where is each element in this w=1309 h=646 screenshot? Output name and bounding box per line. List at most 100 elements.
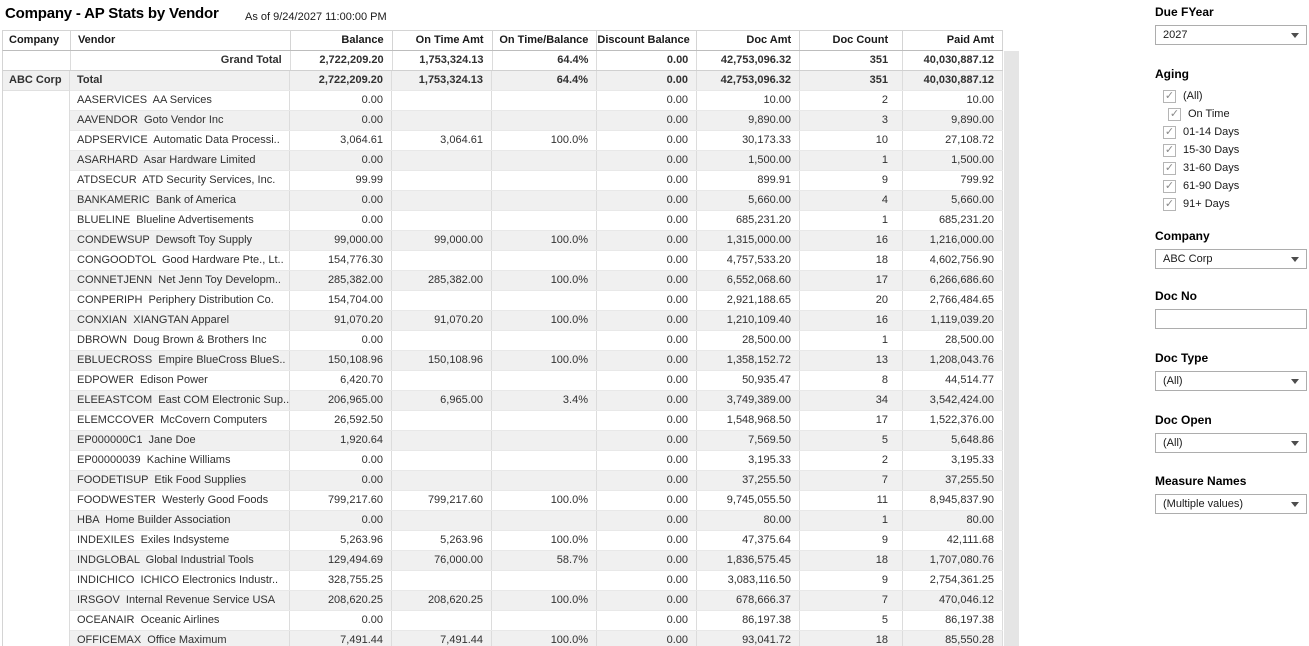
on-time-balance-cell[interactable]: 100.0% xyxy=(492,271,597,290)
vendor-cell[interactable]: HBA Home Builder Association xyxy=(70,511,290,530)
column-header-doc-count[interactable]: Doc Count xyxy=(800,31,904,50)
doc-amt-cell[interactable]: 6,552,068.60 xyxy=(697,271,800,290)
discount-balance-cell[interactable]: 0.00 xyxy=(597,551,697,570)
paid-amt-cell[interactable]: 470,046.12 xyxy=(903,591,1003,610)
checkbox-icon[interactable]: ✓ xyxy=(1163,125,1176,139)
on-time-balance-cell[interactable] xyxy=(492,431,597,450)
balance-cell[interactable]: 154,776.30 xyxy=(290,251,392,270)
on-time-amt-cell[interactable] xyxy=(392,211,492,230)
grand-total-on-time-amt-cell[interactable]: 1,753,324.13 xyxy=(393,51,493,70)
discount-balance-cell[interactable]: 0.00 xyxy=(597,451,697,470)
doc-count-cell[interactable]: 18 xyxy=(800,551,903,570)
column-header-company[interactable]: Company xyxy=(3,31,71,50)
checkbox-icon[interactable]: ✓ xyxy=(1163,179,1176,193)
doc-count-cell[interactable]: 2 xyxy=(800,451,903,470)
on-time-balance-cell[interactable] xyxy=(492,91,597,110)
doc-count-cell[interactable]: 8 xyxy=(800,371,903,390)
doc-amt-cell[interactable]: 9,890.00 xyxy=(697,111,800,130)
balance-cell[interactable]: 0.00 xyxy=(290,91,392,110)
balance-cell[interactable]: 1,920.64 xyxy=(290,431,392,450)
doc-count-cell[interactable]: 1 xyxy=(800,211,903,230)
doc-amt-cell[interactable]: 80.00 xyxy=(697,511,800,530)
doc-amt-cell[interactable]: 1,836,575.45 xyxy=(697,551,800,570)
grand-total-on-time-balance-cell[interactable]: 64.4% xyxy=(493,51,598,70)
discount-balance-cell[interactable]: 0.00 xyxy=(597,131,697,150)
doc-count-cell[interactable]: 10 xyxy=(800,131,903,150)
doc-no-input[interactable] xyxy=(1155,309,1307,329)
on-time-balance-cell[interactable] xyxy=(492,191,597,210)
discount-balance-cell[interactable]: 0.00 xyxy=(597,151,697,170)
discount-balance-cell[interactable]: 0.00 xyxy=(597,591,697,610)
column-header-doc-amt[interactable]: Doc Amt xyxy=(697,31,801,50)
column-header-balance[interactable]: Balance xyxy=(291,31,393,50)
vendor-cell[interactable]: INDICHICO ICHICO Electronics Industr.. xyxy=(70,571,290,590)
vendor-cell[interactable]: BLUELINE Blueline Advertisements xyxy=(70,211,290,230)
measure-names-select[interactable]: (Multiple values) xyxy=(1155,494,1307,514)
vendor-cell[interactable]: CONDEWSUP Dewsoft Toy Supply xyxy=(70,231,290,250)
on-time-balance-cell[interactable] xyxy=(492,291,597,310)
discount-balance-cell[interactable]: 0.00 xyxy=(597,351,697,370)
total-on-time-balance-cell[interactable]: 64.4% xyxy=(492,71,597,90)
doc-amt-cell[interactable]: 899.91 xyxy=(697,171,800,190)
vendor-cell[interactable]: CONNETJENN Net Jenn Toy Developm.. xyxy=(70,271,290,290)
doc-amt-cell[interactable]: 37,255.50 xyxy=(697,471,800,490)
doc-amt-cell[interactable]: 86,197.38 xyxy=(697,611,800,630)
vendor-cell[interactable]: AASERVICES AA Services xyxy=(70,91,290,110)
grand-total-discount-balance-cell[interactable]: 0.00 xyxy=(597,51,698,70)
on-time-amt-cell[interactable]: 7,491.44 xyxy=(392,631,492,646)
balance-cell[interactable]: 0.00 xyxy=(290,511,392,530)
balance-cell[interactable]: 0.00 xyxy=(290,191,392,210)
doc-count-cell[interactable]: 34 xyxy=(800,391,903,410)
vendor-cell[interactable]: EP000000C1 Jane Doe xyxy=(70,431,290,450)
balance-cell[interactable]: 5,263.96 xyxy=(290,531,392,550)
vendor-cell[interactable]: ADPSERVICE Automatic Data Processi.. xyxy=(70,131,290,150)
doc-amt-cell[interactable]: 1,210,109.40 xyxy=(697,311,800,330)
doc-amt-cell[interactable]: 7,569.50 xyxy=(697,431,800,450)
doc-amt-cell[interactable]: 9,745,055.50 xyxy=(697,491,800,510)
checkbox-icon[interactable]: ✓ xyxy=(1163,161,1176,175)
paid-amt-cell[interactable]: 86,197.38 xyxy=(903,611,1003,630)
doc-count-cell[interactable]: 17 xyxy=(800,411,903,430)
discount-balance-cell[interactable]: 0.00 xyxy=(597,191,697,210)
on-time-balance-cell[interactable] xyxy=(492,471,597,490)
on-time-amt-cell[interactable] xyxy=(392,511,492,530)
doc-amt-cell[interactable]: 3,195.33 xyxy=(697,451,800,470)
total-balance-cell[interactable]: 2,722,209.20 xyxy=(290,71,392,90)
on-time-balance-cell[interactable] xyxy=(492,111,597,130)
column-header-vendor[interactable]: Vendor xyxy=(71,31,291,50)
column-header-on-time-amt[interactable]: On Time Amt xyxy=(393,31,493,50)
paid-amt-cell[interactable]: 9,890.00 xyxy=(903,111,1003,130)
on-time-balance-cell[interactable]: 100.0% xyxy=(492,591,597,610)
discount-balance-cell[interactable]: 0.00 xyxy=(597,291,697,310)
vendor-cell[interactable]: FOODETISUP Etik Food Supplies xyxy=(70,471,290,490)
paid-amt-cell[interactable]: 80.00 xyxy=(903,511,1003,530)
vendor-cell[interactable]: ATDSECUR ATD Security Services, Inc. xyxy=(70,171,290,190)
doc-count-cell[interactable]: 2 xyxy=(800,91,903,110)
paid-amt-cell[interactable]: 8,945,837.90 xyxy=(903,491,1003,510)
on-time-amt-cell[interactable] xyxy=(392,111,492,130)
discount-balance-cell[interactable]: 0.00 xyxy=(597,371,697,390)
paid-amt-cell[interactable]: 85,550.28 xyxy=(903,631,1003,646)
discount-balance-cell[interactable]: 0.00 xyxy=(597,571,697,590)
doc-amt-cell[interactable]: 10.00 xyxy=(697,91,800,110)
paid-amt-cell[interactable]: 37,255.50 xyxy=(903,471,1003,490)
vendor-cell[interactable]: ELEMCCOVER McCovern Computers xyxy=(70,411,290,430)
vendor-cell[interactable]: OFFICEMAX Office Maximum xyxy=(70,631,290,646)
balance-cell[interactable]: 26,592.50 xyxy=(290,411,392,430)
on-time-balance-cell[interactable]: 100.0% xyxy=(492,531,597,550)
vendor-cell[interactable]: EDPOWER Edison Power xyxy=(70,371,290,390)
due-fyear-select[interactable]: 2027 xyxy=(1155,25,1307,45)
vendor-cell[interactable]: CONPERIPH Periphery Distribution Co. xyxy=(70,291,290,310)
balance-cell[interactable]: 6,420.70 xyxy=(290,371,392,390)
balance-cell[interactable]: 0.00 xyxy=(290,151,392,170)
discount-balance-cell[interactable]: 0.00 xyxy=(597,611,697,630)
on-time-balance-cell[interactable] xyxy=(492,411,597,430)
aging-option[interactable]: ✓ On Time xyxy=(1155,105,1307,123)
grand-total-balance-cell[interactable]: 2,722,209.20 xyxy=(291,51,393,70)
aging-option[interactable]: ✓ 31-60 Days xyxy=(1155,159,1307,177)
discount-balance-cell[interactable]: 0.00 xyxy=(597,531,697,550)
doc-count-cell[interactable]: 3 xyxy=(800,111,903,130)
doc-count-cell[interactable]: 9 xyxy=(800,531,903,550)
vendor-cell[interactable]: IRSGOV Internal Revenue Service USA xyxy=(70,591,290,610)
vendor-cell[interactable]: ELEEASTCOM East COM Electronic Sup.. xyxy=(70,391,290,410)
